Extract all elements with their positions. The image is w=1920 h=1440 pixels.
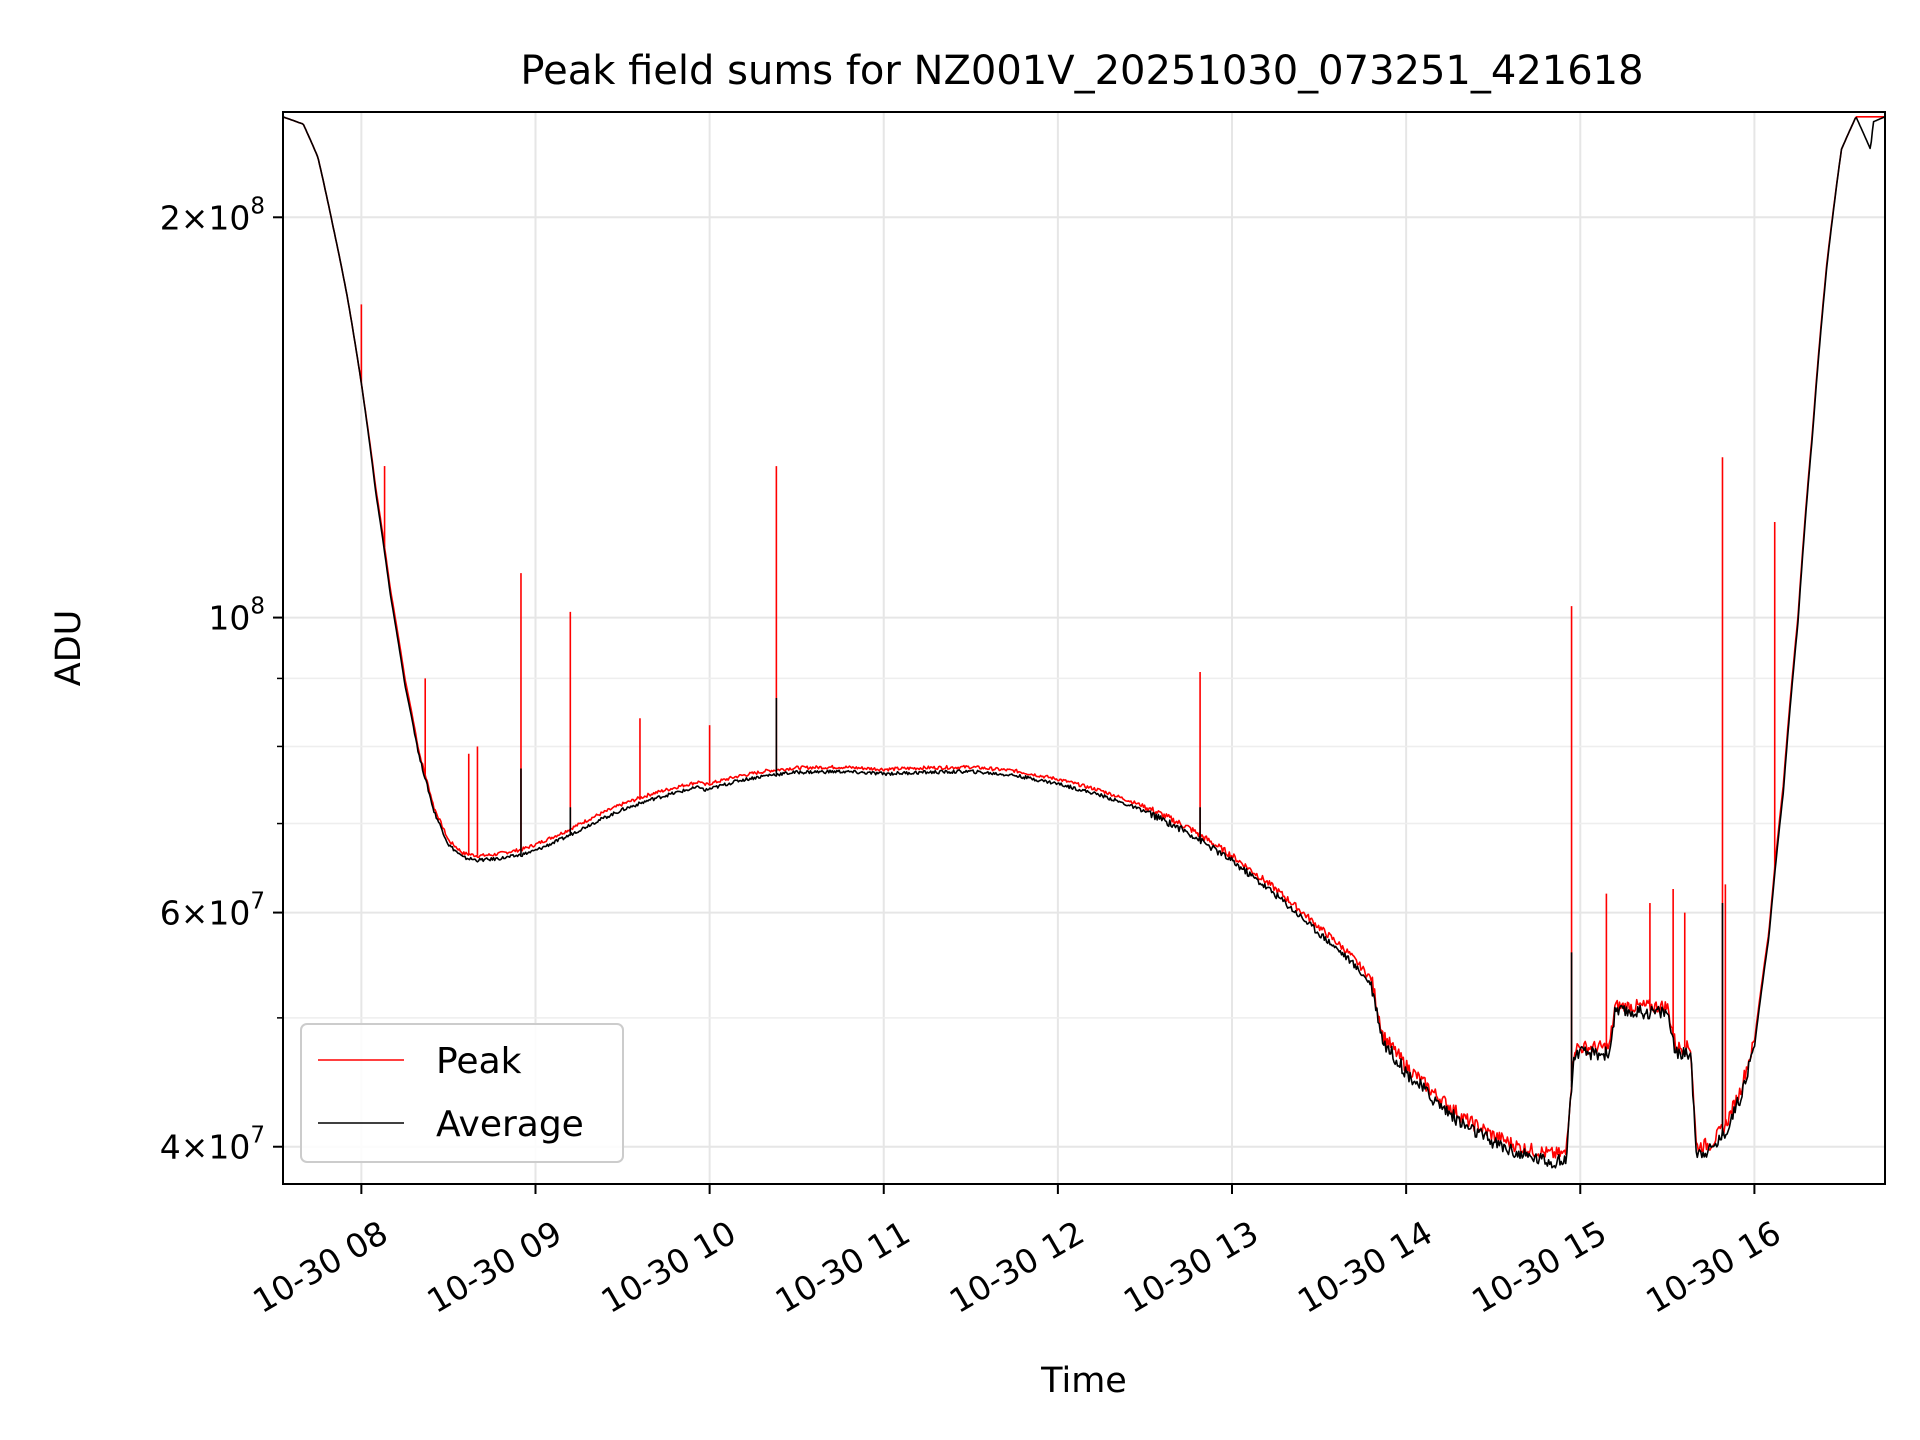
y-axis-label: ADU (49, 610, 89, 687)
legend-label-peak: Peak (436, 1041, 522, 1082)
y-tick-label-0: 4×107 (160, 1123, 265, 1167)
grid (283, 112, 1885, 1184)
legend-label-average: Average (436, 1104, 584, 1145)
series-layer (283, 116, 1885, 1169)
x-axis-label: Time (1040, 1361, 1127, 1401)
series-average (283, 116, 1885, 1169)
chart-title: Peak field sums for NZ001V_20251030_0732… (520, 48, 1643, 94)
series-line-average (283, 116, 1885, 1169)
legend-box (300, 1023, 624, 1163)
plot-frame (282, 111, 1886, 1185)
legend: Peak Average (300, 1023, 624, 1163)
y-tick-label-3: 2×108 (160, 193, 265, 237)
plot-area (282, 111, 1886, 1185)
y-tick-label-1: 6×107 (160, 889, 265, 933)
y-tick-label-2: 108 (208, 594, 265, 638)
y-axis: 4×107 6×107 108 2×108 (160, 193, 283, 1167)
